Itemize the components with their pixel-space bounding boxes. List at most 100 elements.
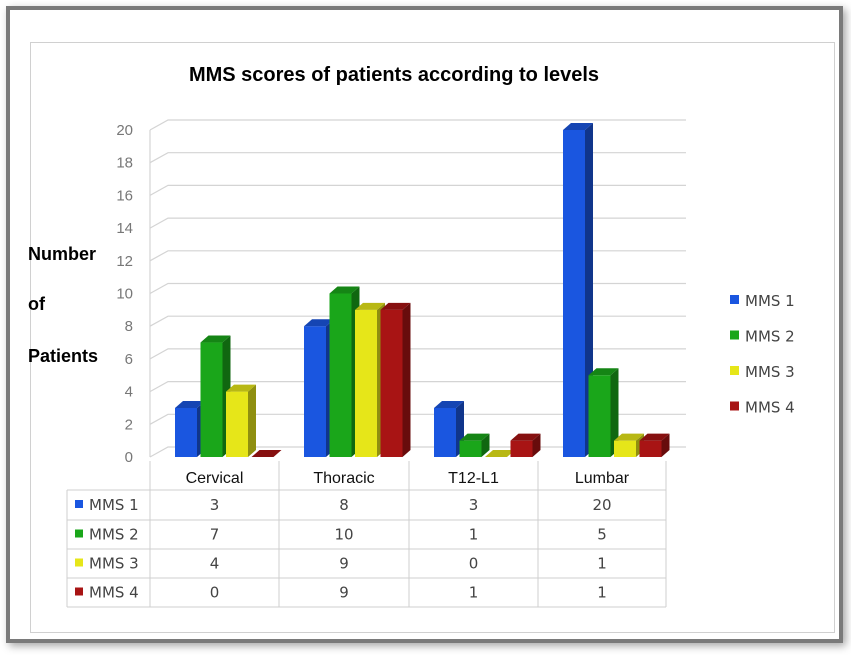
bar-front-face	[434, 407, 456, 457]
gridline	[149, 413, 686, 425]
table-series-swatch	[75, 558, 83, 567]
bar	[459, 433, 490, 457]
y-tick-label: 16	[116, 187, 133, 204]
bar-front-face	[563, 130, 585, 457]
bar-front-face	[329, 293, 352, 457]
bar-top-face	[304, 319, 334, 327]
table-cell-value: 0	[210, 584, 220, 602]
y-tick-label: 8	[125, 318, 133, 335]
bar-front-face	[614, 440, 636, 457]
bar-top-face	[251, 450, 282, 457]
table-cell-value: 9	[339, 555, 349, 573]
table-cell-value: 1	[597, 584, 607, 602]
table-series-name: MMS 2	[89, 526, 139, 544]
y-tick-labels: 0 2 4 6 8 10 12 14 16 18 20	[116, 122, 133, 466]
y-tick-label: 20	[116, 122, 133, 139]
bar	[175, 400, 205, 457]
chart-inner-border	[30, 42, 835, 633]
table-series-name: MMS 3	[89, 555, 139, 573]
gridline	[149, 119, 686, 131]
bar-front-face	[639, 440, 662, 457]
y-tick-label: 0	[125, 449, 133, 466]
legend-label: MMS 2	[745, 328, 795, 346]
bar-top-face	[639, 433, 670, 441]
y-axis-label-line-3: Patients	[28, 346, 98, 366]
y-tick-label: 14	[116, 220, 133, 237]
legend: MMS 1 MMS 2 MMS 3 MMS 4	[730, 292, 795, 417]
bar-top-face	[510, 433, 541, 441]
category-label: Thoracic	[313, 470, 374, 487]
table-cell-value: 3	[469, 496, 479, 514]
table-cell-value: 10	[334, 526, 353, 544]
bar-front-face	[200, 342, 223, 457]
legend-label: MMS 4	[745, 399, 795, 417]
gridline	[149, 282, 686, 295]
bar-side-face	[248, 384, 256, 457]
table-cell-value: 4	[210, 555, 220, 573]
bar-top-face	[355, 302, 385, 310]
bar	[588, 368, 619, 457]
bar	[380, 302, 411, 457]
bar-side-face	[481, 433, 490, 457]
category-label: Cervical	[186, 470, 244, 487]
table-cell-value: 1	[469, 584, 479, 602]
bar-front-face	[459, 440, 482, 457]
category-label: T12-L1	[448, 470, 499, 487]
bar-top-face	[226, 384, 256, 392]
table-cell-value: 7	[210, 526, 220, 544]
gridline	[149, 315, 686, 327]
table-series-swatch	[75, 500, 83, 508]
table-cell-value: 5	[597, 526, 607, 544]
bar-top-face	[380, 302, 411, 310]
bar-front-face	[304, 326, 326, 457]
table-cell-value: 1	[597, 555, 607, 573]
legend-swatch	[730, 401, 739, 411]
chart-title: MMS scores of patients according to leve…	[189, 64, 599, 86]
table-cell-value: 1	[469, 526, 479, 544]
chart-frame	[6, 6, 843, 643]
legend-swatch	[730, 366, 739, 375]
gridline	[149, 184, 686, 196]
y-tick-label: 6	[125, 351, 133, 368]
gridline	[149, 250, 686, 262]
y-tick-label: 10	[116, 286, 133, 303]
y-tick-label: 2	[125, 416, 133, 433]
bar-front-face	[510, 440, 533, 457]
bar	[251, 450, 282, 457]
table-series-swatch	[75, 529, 83, 538]
y-tick-label: 18	[116, 155, 133, 172]
bar-top-face	[329, 286, 360, 294]
bar	[485, 450, 515, 457]
table-cell-value: 8	[339, 496, 349, 514]
gridline	[149, 217, 686, 229]
gridlines	[149, 119, 686, 458]
bar-top-face	[588, 368, 619, 376]
gridline	[149, 348, 686, 360]
bar-front-face	[175, 407, 197, 457]
bar-front-face	[226, 391, 248, 457]
table-series-swatch	[75, 587, 83, 596]
legend-label: MMS 1	[745, 292, 795, 310]
bar	[639, 433, 670, 457]
bar-front-face	[355, 309, 377, 457]
table-cell-value: 20	[592, 496, 611, 514]
bar-front-face	[588, 375, 611, 457]
bar-top-face	[459, 433, 490, 441]
y-axis-label-line-1: Number	[28, 244, 96, 264]
bar-side-face	[402, 302, 411, 457]
gridline	[149, 152, 686, 164]
category-label: Lumbar	[575, 470, 630, 487]
y-tick-label: 12	[116, 253, 133, 270]
bar-top-face	[434, 400, 464, 408]
bar-side-face	[610, 368, 619, 457]
table-cell-value: 0	[469, 555, 479, 573]
bar	[510, 433, 541, 457]
table-cell-value: 3	[210, 496, 220, 514]
bar-front-face	[380, 309, 403, 457]
bar-top-face	[200, 335, 231, 343]
bar-top-face	[175, 400, 205, 408]
legend-swatch	[730, 330, 739, 340]
bar-top-face	[563, 123, 593, 130]
